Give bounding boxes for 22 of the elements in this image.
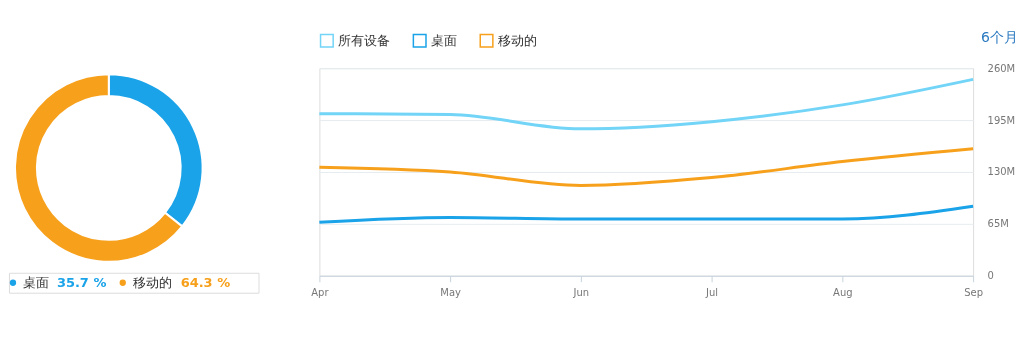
legend-label: 所有设备 [338,32,391,48]
x-tick-label: Sep [964,287,983,299]
line-series [317,77,975,131]
y-tick-label: 260M [987,62,1016,74]
y-tick-label: 65M [987,218,1009,230]
x-tick-label: May [440,287,462,299]
legend-label: 桌面 [22,274,49,290]
data-label: 35.7 % [56,274,107,290]
x-tick-label: Aug [833,287,853,299]
line-series [317,204,975,224]
legend-label: 桌面 [431,32,458,48]
legend-label: 移动的 [132,274,172,290]
x-tick-label: Jul [705,287,719,299]
legend-label: 移动的 [498,32,538,48]
x-tick-label: Jun [572,287,590,299]
y-tick-label: 0 [987,270,994,282]
data-label: 64.3 % [180,274,231,290]
line-series [317,147,975,188]
text: 6个月 [981,29,1019,46]
y-tick-label: 130M [987,166,1016,178]
y-tick-label: 195M [987,114,1016,126]
x-tick-label: Apr [311,287,330,299]
